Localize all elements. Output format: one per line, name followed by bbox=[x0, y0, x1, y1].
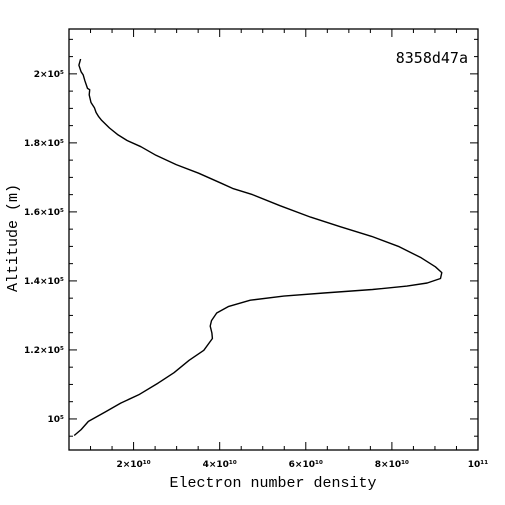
x-tick-label: 8×10¹⁰ bbox=[375, 460, 409, 470]
y-tick-label: 1.4×10⁵ bbox=[24, 277, 64, 287]
x-tick-labels: 2×10¹⁰ 4×10¹⁰ 6×10¹⁰ 8×10¹⁰ 10¹¹ bbox=[116, 460, 488, 470]
tick-marks bbox=[68, 29, 479, 450]
y-tick-label: 10⁵ bbox=[48, 415, 65, 425]
y-tick-label: 2×10⁵ bbox=[34, 70, 64, 80]
y-tick-labels: 10⁵ 1.2×10⁵ 1.4×10⁵ 1.6×10⁵ 1.8×10⁵ 2×10⁵ bbox=[24, 70, 64, 425]
x-tick-label: 4×10¹⁰ bbox=[203, 460, 237, 470]
x-tick-label: 2×10¹⁰ bbox=[116, 460, 150, 470]
x-tick-label: 10¹¹ bbox=[468, 460, 488, 470]
x-tick-label: 6×10¹⁰ bbox=[289, 460, 323, 470]
y-tick-label: 1.2×10⁵ bbox=[24, 346, 64, 356]
y-tick-label: 1.8×10⁵ bbox=[24, 139, 64, 149]
y-tick-label: 1.6×10⁵ bbox=[24, 208, 64, 218]
series-line bbox=[73, 58, 443, 437]
y-axis-title: Altitude (m) bbox=[5, 184, 22, 292]
x-axis-title: Electron number density bbox=[169, 475, 376, 492]
plot-frame bbox=[68, 28, 479, 451]
chart-annotation: 8358d47a bbox=[396, 49, 468, 67]
